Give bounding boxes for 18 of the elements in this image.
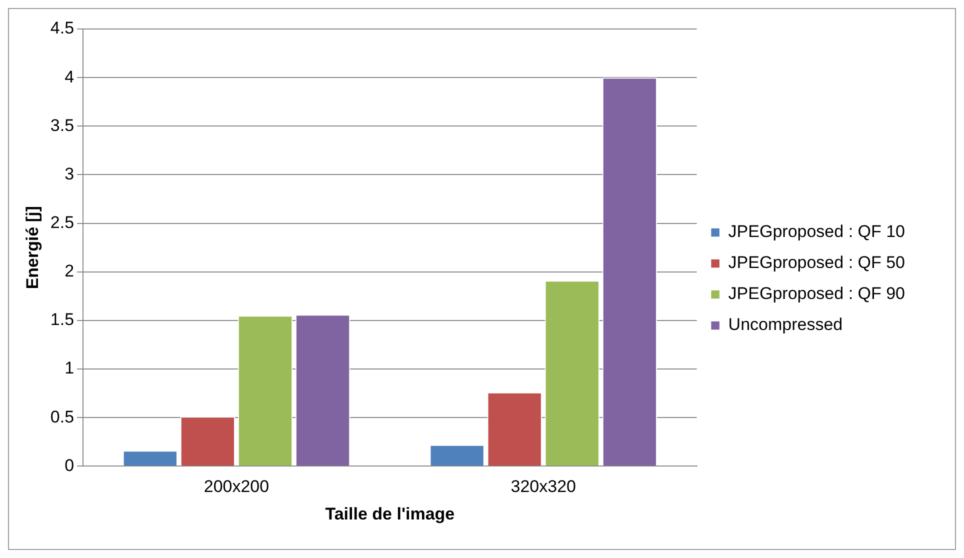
y-tick-label: 2 xyxy=(64,262,74,281)
y-axis-title: Energié [j] xyxy=(22,206,42,290)
x-tick-label: 320x320 xyxy=(510,477,576,496)
legend-label: JPEGproposed : QF 10 xyxy=(728,222,906,242)
y-tick-label: 3 xyxy=(64,164,74,184)
legend-label: JPEGproposed : QF 90 xyxy=(728,284,906,304)
y-tick-label: 0.5 xyxy=(50,407,74,426)
y-tick-label: 3.5 xyxy=(50,116,74,135)
y-tick-label: 4 xyxy=(64,67,74,86)
y-tick-label: 0 xyxy=(64,456,74,475)
legend-label: JPEGproposed : QF 50 xyxy=(728,253,906,272)
x-tick-label: 200x200 xyxy=(204,477,270,496)
y-tick-label: 1.5 xyxy=(50,310,74,330)
y-tick-label: 4.5 xyxy=(50,18,74,38)
legend-label: Uncompressed xyxy=(728,315,843,334)
y-tick-label: 2.5 xyxy=(50,213,74,232)
x-axis-title: Taille de l'image xyxy=(325,504,455,524)
y-tick-label: 1 xyxy=(64,358,74,378)
